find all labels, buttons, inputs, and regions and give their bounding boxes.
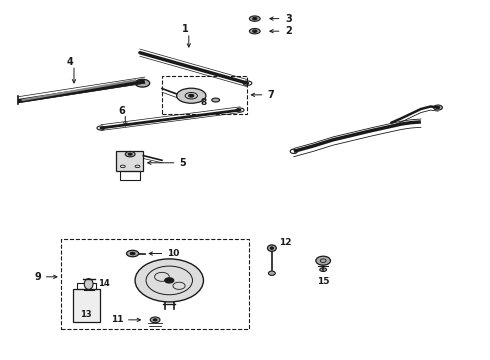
Bar: [73, 289, 100, 321]
Ellipse shape: [176, 88, 206, 103]
Bar: [61, 239, 249, 329]
Text: 5: 5: [179, 158, 186, 168]
Bar: [73, 289, 100, 321]
Bar: [117, 151, 144, 171]
Ellipse shape: [249, 28, 260, 34]
Bar: [77, 283, 97, 289]
Ellipse shape: [128, 153, 132, 155]
Text: 12: 12: [279, 238, 292, 247]
Ellipse shape: [189, 94, 194, 97]
Ellipse shape: [249, 16, 260, 21]
Bar: [117, 151, 144, 171]
Ellipse shape: [126, 250, 139, 257]
Text: 9: 9: [34, 272, 41, 282]
Text: 6: 6: [119, 106, 125, 116]
Ellipse shape: [84, 279, 93, 289]
Ellipse shape: [130, 252, 135, 255]
Text: 8: 8: [200, 98, 206, 107]
Ellipse shape: [253, 18, 257, 20]
Ellipse shape: [253, 30, 257, 32]
Ellipse shape: [270, 247, 273, 249]
Text: 2: 2: [285, 26, 292, 36]
Ellipse shape: [269, 271, 275, 275]
Text: 1: 1: [182, 24, 189, 35]
Ellipse shape: [434, 105, 442, 110]
Ellipse shape: [316, 256, 331, 265]
Ellipse shape: [125, 152, 135, 157]
Text: 11: 11: [111, 315, 123, 324]
Text: 10: 10: [167, 249, 179, 258]
Text: 13: 13: [80, 310, 92, 319]
Bar: [121, 171, 140, 180]
Text: 7: 7: [267, 90, 274, 100]
Ellipse shape: [320, 268, 327, 271]
Bar: [162, 76, 247, 114]
Text: 3: 3: [285, 14, 292, 24]
Text: 4: 4: [67, 57, 74, 67]
Ellipse shape: [437, 107, 440, 108]
Text: 14: 14: [98, 279, 110, 288]
Ellipse shape: [150, 317, 160, 323]
Ellipse shape: [153, 319, 157, 321]
Ellipse shape: [135, 259, 203, 302]
Ellipse shape: [135, 79, 150, 87]
Ellipse shape: [268, 245, 276, 251]
Text: 15: 15: [317, 277, 329, 286]
Ellipse shape: [212, 98, 220, 102]
Ellipse shape: [165, 278, 173, 283]
